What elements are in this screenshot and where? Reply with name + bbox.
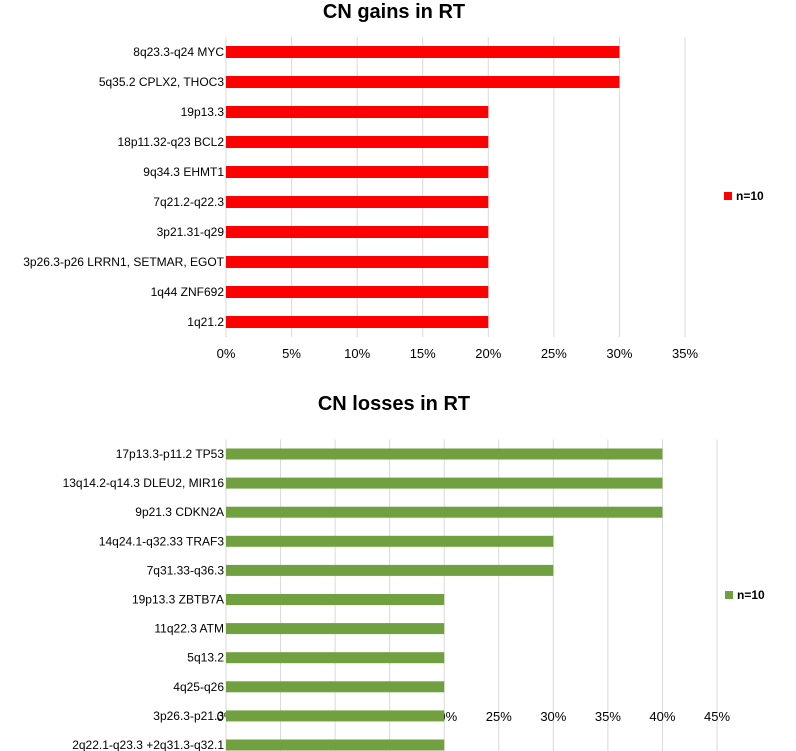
losses-category-label: 2q22.1-q23.3 +2q31.3-q32.1 [72, 738, 224, 751]
gains-x-tick-label: 0% [217, 346, 236, 361]
gains-x-tick-label: 30% [606, 346, 632, 361]
losses-x-tick-label: 35% [595, 709, 621, 724]
gains-bar [226, 286, 489, 298]
gains-x-tick-label: 10% [344, 346, 370, 361]
losses-category-label: 19p13.3 ZBTB7A [132, 593, 224, 607]
gains-bar [226, 256, 489, 268]
gains-category-label: 7q21.2-q22.3 [153, 195, 224, 209]
losses-bar [226, 623, 445, 635]
gains-bar [226, 76, 620, 88]
losses-bar [226, 535, 554, 547]
gains-chart-title: CN gains in RT [323, 1, 465, 23]
losses-legend-swatch [725, 591, 733, 599]
gains-bar [226, 46, 620, 58]
gains-x-tick-label: 20% [475, 346, 501, 361]
losses-category-label: 9p21.3 CDKN2A [135, 505, 224, 519]
gains-category-label: 18p11.32-q23 BCL2 [117, 135, 224, 149]
losses-category-label: 3p26.3-p21.3 [153, 709, 224, 723]
losses-x-tick-label: 25% [486, 709, 512, 724]
gains-legend-swatch [724, 192, 732, 200]
losses-category-label: 17p13.3-p11.2 TP53 [116, 447, 225, 461]
gains-x-tick-label: 5% [282, 346, 301, 361]
gains-bar [226, 136, 489, 148]
gains-category-label: 3p26.3-p26 LRRN1, SETMAR, EGOT [23, 255, 224, 269]
losses-bar [226, 681, 445, 693]
losses-category-label: 4q25-q26 [173, 680, 224, 694]
losses-bar [226, 594, 445, 605]
losses-chart-title: CN losses in RT [318, 393, 470, 415]
losses-category-label: 13q14.2-q14.3 DLEU2, MIR16 [63, 476, 225, 490]
losses-bar [226, 739, 445, 751]
losses-bar [226, 710, 445, 722]
losses-x-tick-label: 30% [540, 709, 566, 724]
gains-bar [226, 106, 489, 118]
gains-category-label: 3p21.31-q29 [157, 225, 225, 239]
losses-x-tick-label: 45% [704, 709, 730, 724]
gains-bar [226, 166, 489, 178]
gains-legend-label: n=10 [736, 189, 764, 203]
losses-bar [226, 477, 663, 489]
gains-bar [226, 316, 489, 328]
gains-x-tick-label: 15% [410, 346, 436, 361]
losses-category-label: 5q13.2 [187, 651, 224, 665]
losses-x-tick-label: 40% [649, 709, 675, 724]
losses-category-label: 14q24.1-q32.33 TRAF3 [99, 534, 225, 548]
losses-bar [226, 652, 445, 664]
losses-bar [226, 448, 663, 460]
gains-bar [226, 196, 489, 208]
losses-bar [226, 506, 663, 518]
gains-category-label: 9q34.3 EHMT1 [143, 165, 224, 179]
losses-bar [226, 564, 554, 576]
gains-category-label: 19p13.3 [181, 105, 225, 119]
losses-category-label: 11q22.3 ATM [154, 622, 224, 636]
losses-category-label: 7q31.33-q36.3 [147, 563, 225, 577]
gains-category-label: 1q21.2 [187, 315, 224, 329]
gains-category-label: 8q23.3-q24 MYC [133, 45, 224, 59]
gains-category-label: 1q44 ZNF692 [151, 285, 225, 299]
gains-x-tick-label: 35% [672, 346, 698, 361]
gains-category-label: 5q35.2 CPLX2, THOC3 [99, 75, 225, 89]
gains-x-tick-label: 25% [541, 346, 567, 361]
losses-legend-label: n=10 [737, 588, 765, 602]
gains-bar [226, 226, 489, 238]
